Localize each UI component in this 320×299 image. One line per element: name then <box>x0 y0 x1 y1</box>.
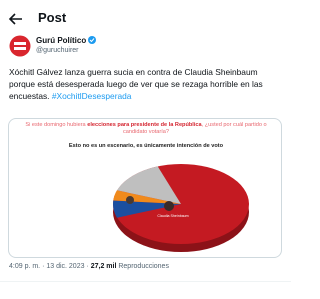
view-count: 27,2 mil <box>91 263 117 270</box>
verified-circle <box>88 36 96 44</box>
view-label: Reproducciones <box>118 263 169 270</box>
page: {"header":{"title":"Post"}, "tweet":{"au… <box>0 0 291 299</box>
hashtag[interactable]: #XochitlDesesperada <box>52 91 132 101</box>
tweet-body: Xóchitl Gálvez lanza guerra sucia en con… <box>9 67 263 101</box>
author-handle[interactable]: @guruchuirer <box>36 47 79 54</box>
tweet-text: Xóchitl Gálvez lanza guerra sucia en con… <box>9 66 281 102</box>
timestamp[interactable]: 4:09 p. m. · 13 dic. 2023 · <box>9 263 91 270</box>
author-name-text: Gurú Político <box>36 36 86 45</box>
avatar-logo <box>14 47 26 50</box>
tweet-meta: 4:09 p. m. · 13 dic. 2023 · 27,2 mil Rep… <box>9 263 169 270</box>
slice-label: Claudia Sheinbaum <box>157 214 188 218</box>
avatar-circle <box>10 36 31 57</box>
candidate-photo <box>126 196 134 204</box>
header-title: Post <box>38 10 66 25</box>
divider <box>0 281 291 282</box>
avatar-logo <box>14 42 26 45</box>
back-arrow[interactable] <box>8 12 24 26</box>
back-arrow-icon <box>10 14 22 24</box>
candidate-photo <box>164 201 174 211</box>
author-name[interactable]: Gurú Político <box>36 36 96 45</box>
avatar[interactable] <box>9 35 31 57</box>
verified-badge <box>88 36 96 44</box>
pie-chart: Claudia Sheinbaum <box>8 118 282 258</box>
tweet-image[interactable]: Si este domingo hubiera elecciones para … <box>8 118 282 258</box>
